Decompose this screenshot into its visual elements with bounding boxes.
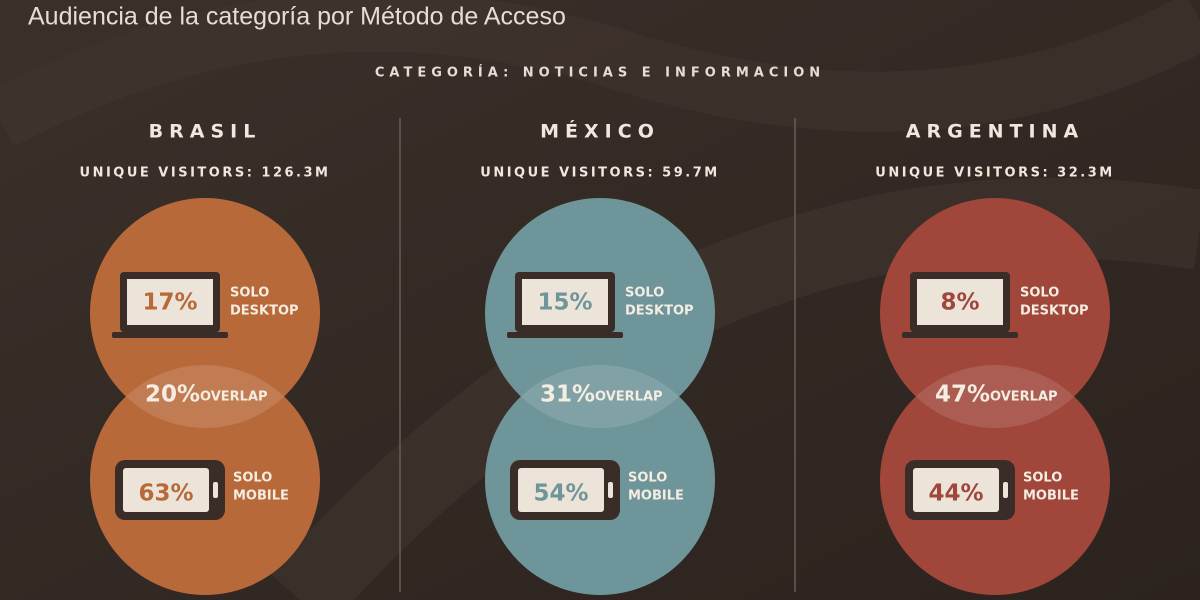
- visitors: UNIQUE VISITORS: 32.3M: [875, 166, 1114, 181]
- desktop-label: DESKTOP: [625, 304, 694, 319]
- country-panel: MÉXICO UNIQUE VISITORS: 59.7M 15% SOLO DESKT…: [480, 120, 719, 595]
- visitors: UNIQUE VISITORS: 126.3M: [80, 166, 331, 181]
- overlap-label: OVERLAP: [990, 390, 1058, 405]
- desktop-label: SOLO: [1020, 286, 1059, 301]
- subtitle: CATEGORÍA: NOTICIAS E INFORMACION: [375, 65, 825, 81]
- laptop-base: [112, 332, 228, 338]
- country-name: MÉXICO: [540, 120, 660, 143]
- desktop-label: DESKTOP: [230, 304, 299, 319]
- desktop-label: SOLO: [230, 286, 269, 301]
- country-panel: BRASIL UNIQUE VISITORS: 126.3M 17% SOLO DESK…: [80, 121, 331, 595]
- phone-screen: [123, 468, 209, 512]
- laptop-base: [902, 332, 1018, 338]
- phone-button: [608, 482, 613, 498]
- laptop-base: [507, 332, 623, 338]
- desktop-percent: 15%: [537, 290, 592, 316]
- overlap-percent: 31%: [540, 382, 595, 408]
- overlap-label: OVERLAP: [595, 390, 663, 405]
- country-panel: ARGENTINA UNIQUE VISITORS: 32.3M 8% SOLO DES…: [875, 121, 1114, 595]
- country-name: BRASIL: [149, 121, 262, 143]
- title: Audiencia de la categoría por Método de …: [28, 3, 566, 31]
- overlap-percent: 20%: [145, 382, 200, 408]
- visitors: UNIQUE VISITORS: 59.7M: [480, 166, 719, 181]
- mobile-label: MOBILE: [1023, 489, 1079, 504]
- mobile-percent: 44%: [928, 481, 983, 507]
- mobile-percent: 63%: [138, 481, 193, 507]
- desktop-percent: 8%: [940, 290, 979, 316]
- overlap-label: OVERLAP: [200, 390, 268, 405]
- overlap-percent: 47%: [935, 382, 990, 408]
- desktop-percent: 17%: [142, 290, 197, 316]
- mobile-label: MOBILE: [233, 489, 289, 504]
- phone-screen: [518, 468, 604, 512]
- desktop-label: SOLO: [625, 286, 664, 301]
- mobile-percent: 54%: [533, 481, 588, 507]
- mobile-label: SOLO: [628, 471, 667, 486]
- mobile-label: SOLO: [1023, 471, 1062, 486]
- columns: BRASIL UNIQUE VISITORS: 126.3M 17% SOLO DESK…: [80, 120, 1114, 595]
- phone-button: [213, 482, 218, 498]
- country-name: ARGENTINA: [906, 121, 1084, 143]
- laptop-screen: [917, 279, 1003, 325]
- laptop-screen: [522, 279, 608, 325]
- phone-screen: [913, 468, 999, 512]
- mobile-label: MOBILE: [628, 489, 684, 504]
- decor: [0, 0, 1200, 147]
- desktop-label: DESKTOP: [1020, 304, 1089, 319]
- laptop-screen: [127, 279, 213, 325]
- mobile-label: SOLO: [233, 471, 272, 486]
- phone-button: [1003, 482, 1008, 498]
